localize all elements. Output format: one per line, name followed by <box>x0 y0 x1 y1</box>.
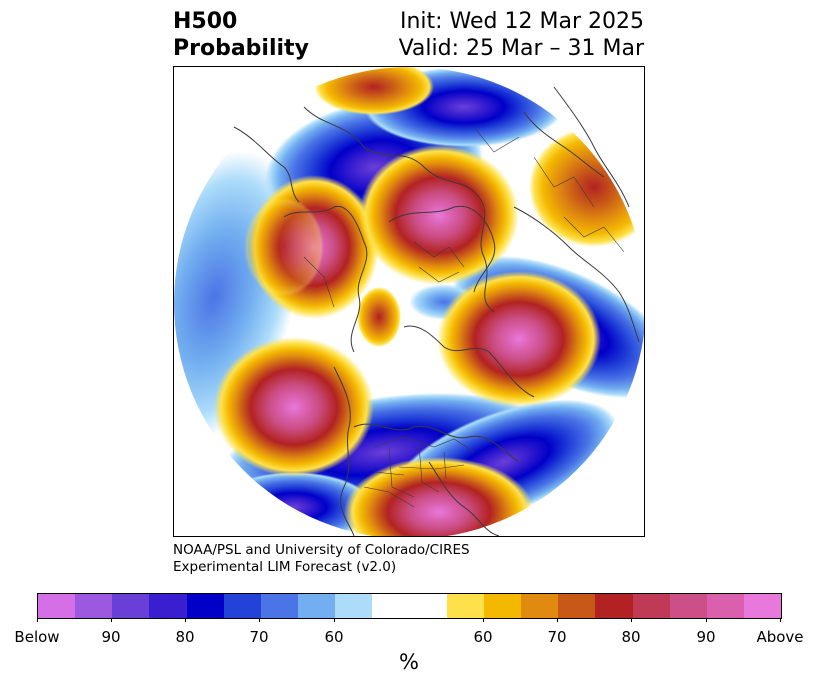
colorbar <box>37 593 782 619</box>
colorbar-tick-label: 90 <box>696 628 716 646</box>
colorbar-tick-label: 90 <box>101 628 121 646</box>
variable-label: H500 <box>173 9 238 34</box>
colorbar-swatch <box>223 594 261 618</box>
valid-range-label: Valid: 25 Mar – 31 Mar <box>398 36 644 61</box>
colorbar-tick-label: 70 <box>547 628 567 646</box>
country-borders <box>303 126 625 508</box>
variable-sublabel: Probability <box>173 36 309 61</box>
colorbar-swatch <box>149 594 187 618</box>
colorbar-swatch <box>558 594 596 618</box>
colorbar-tickmark <box>631 618 632 622</box>
colorbar-swatch <box>186 594 224 618</box>
colorbar-tick-label: Above <box>756 628 804 646</box>
colorbar-tick-label: 70 <box>249 628 269 646</box>
colorbar-tick-label: Below <box>14 628 60 646</box>
colorbar-tickmark <box>185 618 186 622</box>
colorbar-unit-label: % <box>399 650 419 674</box>
colorbar-tickmark <box>259 618 260 622</box>
colorbar-swatch <box>112 594 150 618</box>
colorbar-swatch <box>372 594 410 618</box>
forecast-dates: Init: Wed 12 Mar 2025 Valid: 25 Mar – 31… <box>399 8 644 62</box>
colorbar-swatch <box>446 594 484 618</box>
colorbar-swatch <box>743 594 782 618</box>
probability-map <box>173 66 645 537</box>
colorbar-tick-label: 60 <box>324 628 344 646</box>
colorbar-tickmark <box>111 618 112 622</box>
init-date-label: Init: Wed 12 Mar 2025 <box>399 9 644 34</box>
colorbar-tickmark <box>557 618 558 622</box>
colorbar-swatch <box>483 594 522 618</box>
colorbar-swatch <box>706 594 744 618</box>
source-credit-line2: Experimental LIM Forecast (v2.0) <box>173 559 397 575</box>
colorbar-swatch <box>260 594 299 618</box>
colorbar-tick-label: 80 <box>175 628 195 646</box>
colorbar-swatch <box>521 594 559 618</box>
colorbar-tickmark <box>706 618 707 622</box>
chart-title: H500 Probability <box>173 8 309 62</box>
source-credit: NOAA/PSL and University of Colorado/CIRE… <box>173 542 470 576</box>
colorbar-swatch <box>298 594 336 618</box>
colorbar-swatch <box>38 594 76 618</box>
map-canvas <box>174 67 644 536</box>
colorbar-swatch <box>632 594 670 618</box>
coastlines <box>233 86 640 536</box>
colorbar-tickmark <box>334 618 335 622</box>
anomaly-field <box>174 67 644 536</box>
colorbar-tickmark <box>483 618 484 622</box>
source-credit-line1: NOAA/PSL and University of Colorado/CIRE… <box>173 542 470 558</box>
colorbar-tickmark <box>780 618 781 622</box>
colorbar-swatch <box>595 594 633 618</box>
colorbar-swatch <box>75 594 113 618</box>
colorbar-swatch <box>409 594 447 618</box>
colorbar-swatch <box>335 594 373 618</box>
colorbar-tickmark <box>37 618 38 622</box>
colorbar-tick-label: 80 <box>621 628 641 646</box>
colorbar-tick-label: 60 <box>473 628 493 646</box>
colorbar-swatch <box>669 594 707 618</box>
